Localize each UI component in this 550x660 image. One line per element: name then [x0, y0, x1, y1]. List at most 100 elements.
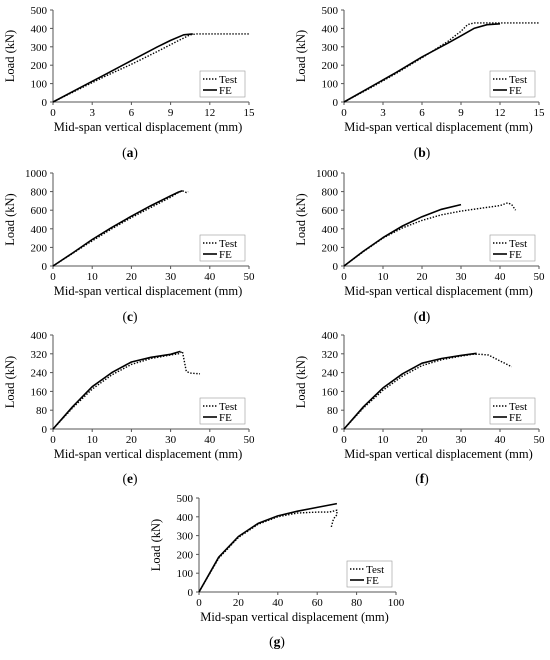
y-tick-label: 0 — [42, 261, 48, 273]
x-tick-label: 20 — [233, 597, 245, 609]
panel-caption: (d) — [414, 309, 431, 324]
y-tick-label: 100 — [177, 568, 194, 580]
x-tick-label: 0 — [341, 107, 347, 119]
legend-label-test: Test — [219, 238, 237, 250]
legend-label-fe: FE — [219, 412, 232, 424]
y-tick-label: 200 — [177, 549, 194, 561]
panel-caption: (f) — [415, 471, 429, 486]
y-tick-label: 0 — [42, 97, 48, 109]
chart-panel-g: 0 20 40 60 80 100 0 100 200 300 400 500 Mid-span ver… — [149, 493, 405, 649]
y-tick-label: 300 — [322, 42, 339, 54]
y-tick-label: 240 — [31, 368, 48, 380]
y-tick-label: 100 — [31, 79, 48, 91]
x-tick-label: 10 — [87, 271, 99, 283]
y-tick-label: 0 — [333, 424, 339, 436]
y-tick-label: 200 — [31, 242, 48, 254]
y-tick-label: 400 — [322, 224, 339, 236]
x-axis-title: Mid-span vertical displacement (mm) — [344, 120, 532, 134]
x-tick-label: 30 — [456, 434, 468, 446]
series-line-fe — [52, 189, 183, 267]
x-tick-label: 9 — [458, 107, 464, 119]
y-tick-label: 400 — [322, 23, 339, 35]
x-tick-label: 50 — [244, 434, 256, 446]
x-tick-label: 12 — [495, 107, 506, 119]
y-tick-label: 80 — [327, 405, 339, 417]
panel-caption: (c) — [123, 309, 138, 324]
legend-label-fe: FE — [509, 249, 522, 261]
panel-caption: (a) — [122, 145, 138, 160]
legend-label-test: Test — [509, 238, 527, 250]
x-tick-label: 0 — [50, 434, 56, 446]
y-tick-label: 400 — [322, 330, 339, 342]
panel-caption: (e) — [123, 471, 138, 486]
y-tick-label: 200 — [31, 60, 48, 72]
x-tick-label: 3 — [89, 107, 95, 119]
y-tick-label: 600 — [322, 205, 339, 217]
x-tick-label: 40 — [272, 597, 284, 609]
series-line-test — [52, 189, 189, 267]
y-tick-label: 200 — [322, 60, 339, 72]
legend-box — [199, 70, 246, 98]
x-tick-label: 50 — [534, 271, 546, 283]
x-tick-label: 50 — [244, 271, 256, 283]
x-tick-label: 20 — [126, 434, 138, 446]
x-tick-label: 10 — [378, 271, 390, 283]
series-line-test — [52, 33, 249, 103]
x-tick-label: 0 — [50, 107, 56, 119]
y-tick-label: 300 — [177, 531, 194, 543]
series-line-test — [198, 509, 338, 593]
legend-label-test: Test — [509, 74, 527, 86]
y-tick-label: 500 — [322, 5, 339, 17]
series-line-test — [343, 22, 539, 103]
y-axis-title: Load (kN) — [294, 356, 308, 408]
legend-box — [199, 234, 246, 262]
legend-label-test: Test — [219, 401, 237, 413]
x-tick-label: 30 — [456, 271, 468, 283]
x-tick-label: 20 — [126, 271, 138, 283]
x-tick-label: 60 — [312, 597, 324, 609]
legend-label-test: Test — [366, 564, 384, 576]
x-tick-label: 10 — [87, 434, 99, 446]
legend-label-fe: FE — [509, 412, 522, 424]
x-tick-label: 30 — [165, 434, 177, 446]
x-tick-label: 3 — [380, 107, 386, 119]
y-tick-label: 1000 — [316, 168, 339, 180]
y-tick-label: 400 — [31, 224, 48, 236]
panel-caption: (g) — [269, 634, 285, 649]
series-line-fe — [52, 350, 181, 430]
y-tick-label: 200 — [322, 242, 339, 254]
series-line-test — [343, 353, 513, 430]
x-tick-label: 20 — [417, 434, 429, 446]
legend-label-fe: FE — [509, 85, 522, 97]
y-tick-label: 800 — [31, 187, 48, 199]
series-line-fe — [52, 33, 193, 103]
legend-label-test: Test — [509, 401, 527, 413]
legend-label-fe: FE — [366, 575, 379, 587]
y-tick-label: 160 — [322, 386, 339, 398]
y-tick-label: 400 — [31, 23, 48, 35]
x-tick-label: 0 — [196, 597, 202, 609]
x-tick-label: 6 — [419, 107, 425, 119]
y-tick-label: 0 — [188, 587, 194, 599]
y-axis-title: Load (kN) — [149, 519, 163, 571]
x-tick-label: 15 — [244, 107, 256, 119]
x-tick-label: 80 — [351, 597, 363, 609]
legend-label-fe: FE — [219, 249, 232, 261]
x-tick-label: 0 — [341, 271, 347, 283]
x-tick-label: 100 — [388, 597, 405, 609]
chart-panel-c: 0 10 20 30 40 50 0 200 400 600 800 1000 Mid-span ver… — [3, 168, 255, 324]
chart-panel-a: 0 3 6 9 12 15 0 100 200 300 400 500 Mid-span vertica… — [3, 5, 255, 160]
x-axis-title: Mid-span vertical displacement (mm) — [344, 284, 532, 298]
x-tick-label: 30 — [165, 271, 177, 283]
y-tick-label: 400 — [177, 512, 194, 524]
x-axis-title: Mid-span vertical displacement (mm) — [344, 447, 532, 461]
y-tick-label: 300 — [31, 42, 48, 54]
x-axis-title: Mid-span vertical displacement (mm) — [54, 284, 242, 298]
series-line-fe — [343, 352, 477, 430]
legend-label-test: Test — [219, 74, 237, 86]
